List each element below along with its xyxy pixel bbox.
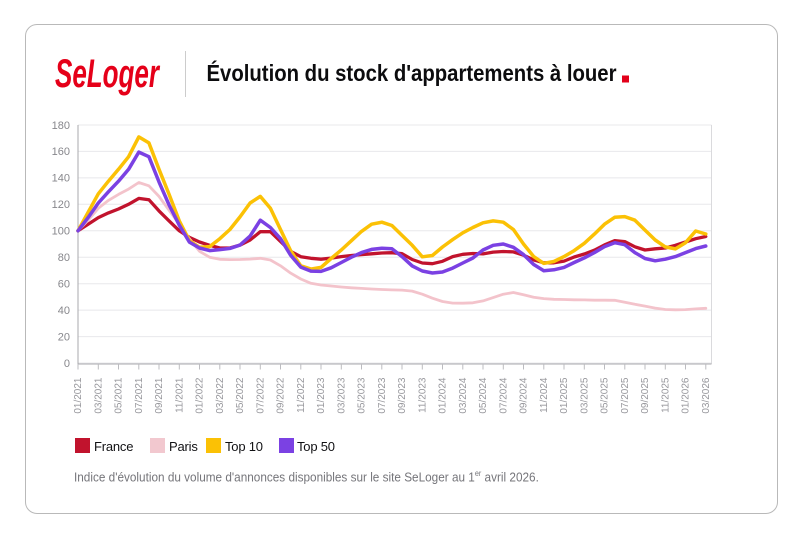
- svg-text:11/2021: 11/2021: [175, 377, 186, 413]
- svg-text:20: 20: [58, 331, 70, 343]
- svg-text:07/2024: 07/2024: [499, 377, 510, 414]
- svg-text:40: 40: [58, 305, 70, 317]
- svg-text:120: 120: [52, 199, 70, 211]
- svg-text:03/2025: 03/2025: [580, 377, 591, 414]
- svg-text:01/2022: 01/2022: [195, 377, 206, 414]
- svg-text:03/2022: 03/2022: [215, 377, 226, 414]
- svg-text:07/2021: 07/2021: [134, 377, 145, 414]
- svg-text:01/2023: 01/2023: [316, 377, 327, 414]
- svg-text:01/2024: 01/2024: [438, 377, 449, 414]
- svg-text:01/2026: 01/2026: [681, 377, 692, 414]
- svg-text:09/2022: 09/2022: [276, 377, 287, 414]
- svg-text:180: 180: [52, 120, 70, 132]
- svg-text:11/2023: 11/2023: [418, 377, 429, 413]
- svg-text:03/2023: 03/2023: [337, 377, 348, 414]
- svg-text:07/2023: 07/2023: [377, 377, 388, 414]
- svg-text:05/2023: 05/2023: [357, 377, 368, 414]
- svg-text:SeLoger: SeLoger: [55, 52, 161, 96]
- svg-text:09/2025: 09/2025: [640, 377, 651, 414]
- svg-text:11/2024: 11/2024: [539, 377, 550, 413]
- svg-text:09/2024: 09/2024: [519, 377, 530, 414]
- svg-text:09/2021: 09/2021: [154, 377, 165, 414]
- svg-text:03/2021: 03/2021: [94, 377, 105, 414]
- svg-text:0: 0: [64, 358, 70, 370]
- svg-text:11/2025: 11/2025: [661, 377, 672, 413]
- svg-text:05/2024: 05/2024: [478, 377, 489, 414]
- svg-text:Évolution du stock d'apparteme: Évolution du stock d'appartements à loue…: [207, 59, 617, 86]
- svg-text:140: 140: [52, 173, 70, 185]
- svg-text:03/2026: 03/2026: [701, 377, 712, 414]
- svg-text:100: 100: [52, 226, 70, 238]
- svg-text:03/2024: 03/2024: [458, 377, 469, 414]
- svg-text:60: 60: [58, 279, 70, 291]
- svg-text:11/2022: 11/2022: [296, 377, 307, 413]
- svg-text:07/2022: 07/2022: [256, 377, 267, 414]
- svg-text:07/2025: 07/2025: [620, 377, 631, 414]
- svg-text:09/2023: 09/2023: [397, 377, 408, 414]
- svg-text:01/2025: 01/2025: [559, 377, 570, 414]
- svg-text:80: 80: [58, 252, 70, 264]
- svg-text:01/2021: 01/2021: [73, 377, 84, 414]
- svg-text:160: 160: [52, 146, 70, 158]
- svg-text:05/2022: 05/2022: [235, 377, 246, 414]
- svg-text:05/2025: 05/2025: [600, 377, 611, 414]
- svg-text:05/2021: 05/2021: [114, 377, 125, 414]
